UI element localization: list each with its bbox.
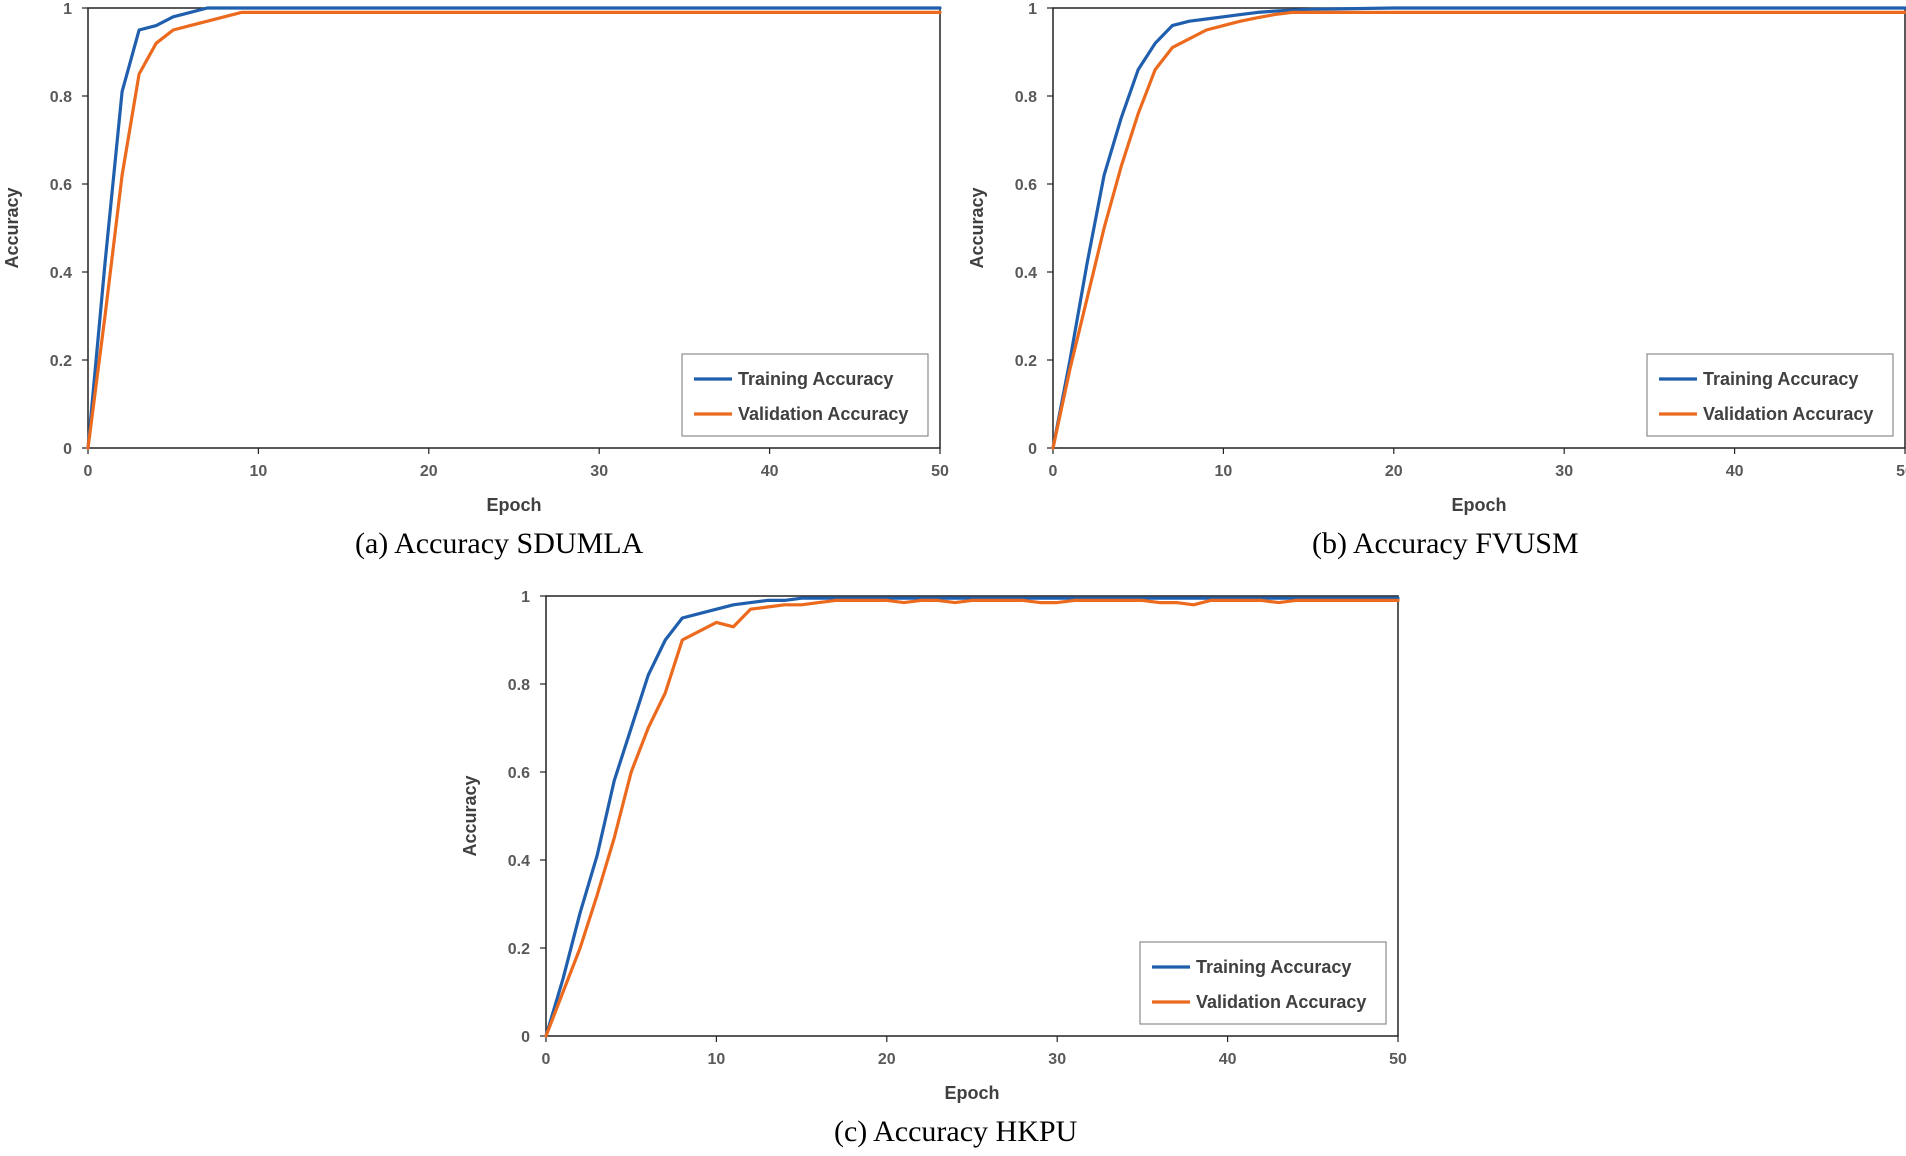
x-tick-label: 10 [708, 1051, 726, 1068]
x-tick-label: 40 [1219, 1051, 1237, 1068]
x-tick-label: 0 [1049, 463, 1058, 480]
y-axis-label: Accuracy [2, 187, 22, 268]
x-tick-label: 30 [1555, 463, 1573, 480]
x-axis-label: Epoch [1451, 495, 1506, 515]
series-line-validation [86, 10, 942, 450]
y-tick-label: 0 [63, 441, 72, 458]
caption-fvusm: (b) Accuracy FVUSM [1312, 527, 1579, 560]
legend-label: Validation Accuracy [738, 404, 908, 424]
legend-label: Training Accuracy [1196, 957, 1351, 977]
caption-hkpu: (c) Accuracy HKPU [834, 1115, 1078, 1148]
y-tick-label: 0.8 [50, 89, 72, 106]
x-tick-label: 20 [420, 463, 438, 480]
x-tick-label: 40 [1726, 463, 1744, 480]
x-tick-label: 30 [590, 463, 608, 480]
x-tick-label: 40 [761, 463, 779, 480]
x-axis-label: Epoch [944, 1083, 999, 1103]
x-tick-label: 50 [931, 463, 949, 480]
chart-fvusm: 00.20.40.60.8101020304050EpochAccuracyTr… [967, 1, 1906, 515]
y-tick-label: 1 [521, 589, 530, 606]
chart-hkpu: 00.20.40.60.810 10 20 30 40 50EpochAccuracyTr… [460, 589, 1407, 1103]
y-tick-label: 0.8 [508, 677, 530, 694]
x-tick-label: 10 [1215, 463, 1233, 480]
series-line-validation [1051, 10, 1906, 450]
legend-box [1139, 941, 1387, 1025]
legend-label: Validation Accuracy [1196, 992, 1366, 1012]
series-line-training [86, 6, 942, 450]
chart-sdumla: 00.20.40.60.810 10 20 30 40 50EpochAccuracyTr… [2, 1, 949, 515]
series-line-training [544, 596, 1400, 1038]
y-tick-label: 0.2 [50, 353, 72, 370]
y-tick-label: 0.4 [1015, 265, 1037, 282]
x-tick-label: 30 [1048, 1051, 1066, 1068]
legend-label: Training Accuracy [1703, 369, 1858, 389]
y-tick-label: 0.8 [1015, 89, 1037, 106]
y-tick-label: 1 [63, 1, 72, 18]
y-axis-label: Accuracy [967, 187, 987, 268]
x-tick-label: 50 [1896, 463, 1906, 480]
legend-label: Training Accuracy [738, 369, 893, 389]
legend: Training Accuracy Validation Accuracy [1139, 941, 1387, 1025]
y-tick-label: 0.6 [508, 765, 530, 782]
legend-box [681, 353, 929, 437]
x-tick-label: 0 [542, 1051, 551, 1068]
y-tick-label: 0.4 [508, 853, 530, 870]
x-tick-label: 20 [1385, 463, 1403, 480]
series-line-validation [544, 598, 1400, 1038]
x-tick-label: 10 [250, 463, 268, 480]
x-tick-label: 20 [878, 1051, 896, 1068]
y-tick-label: 1 [1028, 1, 1037, 18]
legend: Training Accuracy Validation Accuracy [681, 353, 929, 437]
y-axis-label: Accuracy [460, 775, 480, 856]
y-tick-label: 0.2 [508, 941, 530, 958]
y-tick-label: 0.2 [1015, 353, 1037, 370]
y-tick-label: 0.6 [50, 177, 72, 194]
plot-frame [545, 595, 1399, 1037]
legend-label: Validation Accuracy [1703, 404, 1873, 424]
x-axis-label: Epoch [486, 495, 541, 515]
y-tick-label: 0 [521, 1029, 530, 1046]
series-line-training [1051, 6, 1906, 450]
x-tick-label: 50 [1389, 1051, 1407, 1068]
x-tick-label: 0 [84, 463, 93, 480]
legend: Training Accuracy Validation Accuracy [1646, 353, 1894, 437]
y-tick-label: 0 [1028, 441, 1037, 458]
caption-sdumla: (a) Accuracy SDUMLA [355, 527, 644, 560]
legend-box [1646, 353, 1894, 437]
y-tick-label: 0.6 [1015, 177, 1037, 194]
y-tick-label: 0.4 [50, 265, 72, 282]
